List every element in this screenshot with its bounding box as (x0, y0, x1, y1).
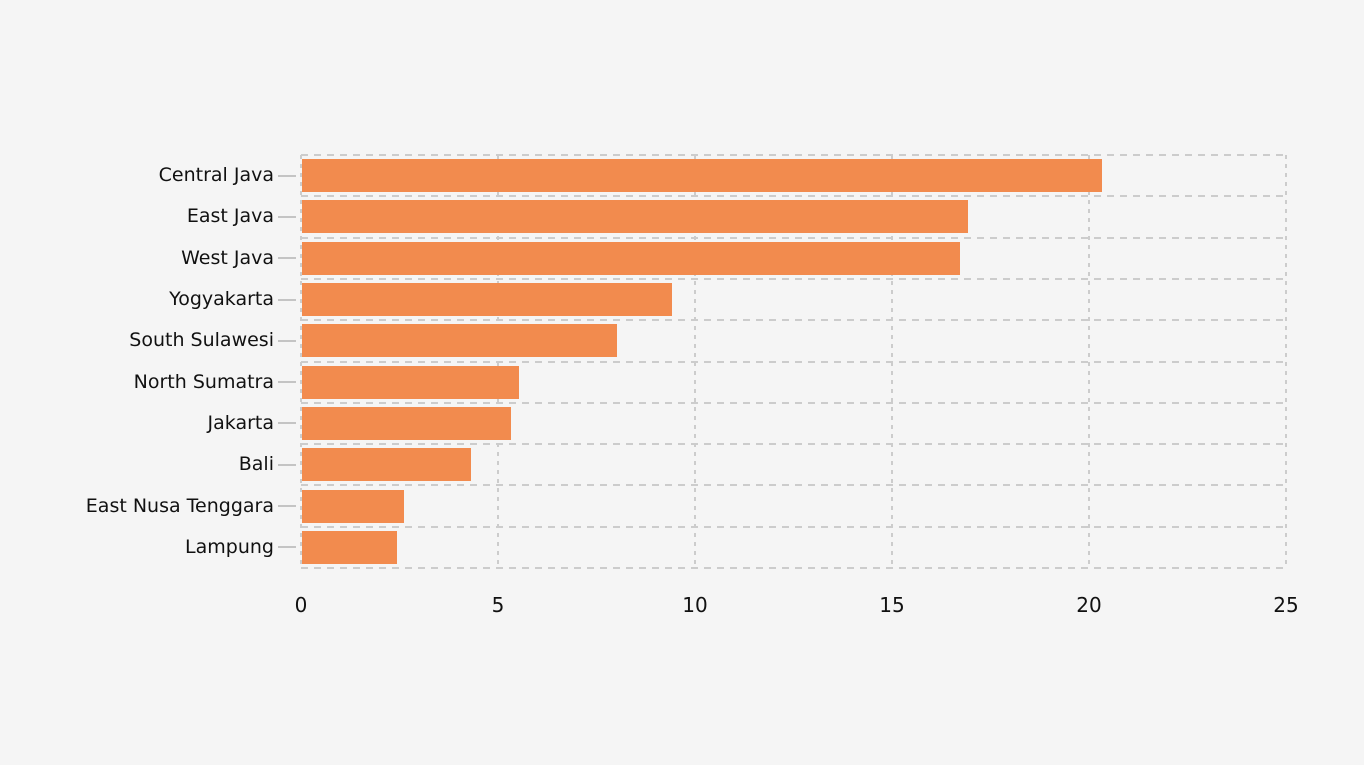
bar-east-java (302, 200, 968, 234)
x-axis-tick-label: 25 (1273, 593, 1299, 617)
y-axis-tick (278, 215, 296, 218)
gridline-horizontal (301, 443, 1286, 446)
x-axis-tick-label: 10 (682, 593, 708, 617)
bar-jakarta (302, 406, 511, 440)
y-axis-tick (278, 381, 296, 384)
category-label: Lampung (185, 535, 274, 558)
gridline-horizontal (301, 195, 1286, 198)
category-label: East Java (186, 205, 274, 228)
bar-east-nusa-tenggara (302, 489, 405, 523)
x-axis-tick-label: 15 (879, 593, 905, 617)
y-axis-tick (278, 174, 296, 177)
category-label: Yogyakarta (169, 288, 274, 311)
gridline-horizontal (301, 236, 1286, 239)
y-axis-tick (278, 257, 296, 260)
bar-central-java (302, 159, 1102, 193)
gridline-horizontal (301, 319, 1286, 322)
y-axis-tick (278, 463, 296, 466)
gridline-horizontal (301, 360, 1286, 363)
x-axis-tick-label: 0 (294, 593, 308, 617)
bar-bali (302, 448, 472, 482)
bar-west-java (302, 241, 960, 275)
x-axis-tick-label: 20 (1076, 593, 1102, 617)
x-axis-tick-label: 5 (491, 593, 505, 617)
y-axis-tick (278, 298, 296, 301)
gridline-horizontal (301, 277, 1286, 280)
gridline-vertical (1285, 155, 1287, 568)
gridline-horizontal (301, 525, 1286, 528)
category-label: West Java (181, 246, 274, 269)
y-axis-tick (278, 505, 296, 508)
category-label: South Sulawesi (129, 329, 274, 352)
gridline-horizontal (301, 401, 1286, 404)
category-label: Jakarta (207, 411, 274, 434)
gridline-horizontal (301, 154, 1286, 156)
category-label: Central Java (158, 164, 274, 187)
gridline-horizontal (301, 567, 1286, 569)
y-axis-tick (278, 546, 296, 549)
bar-north-sumatra (302, 365, 519, 399)
bar-lampung (302, 530, 397, 564)
category-label: East Nusa Tenggara (85, 494, 274, 517)
bar-yogyakarta (302, 283, 673, 317)
bar-south-sulawesi (302, 324, 618, 358)
y-axis-tick (278, 339, 296, 342)
gridline-horizontal (301, 484, 1286, 487)
category-label: Bali (238, 453, 274, 476)
y-axis-tick (278, 422, 296, 425)
category-label: North Sumatra (133, 370, 274, 393)
